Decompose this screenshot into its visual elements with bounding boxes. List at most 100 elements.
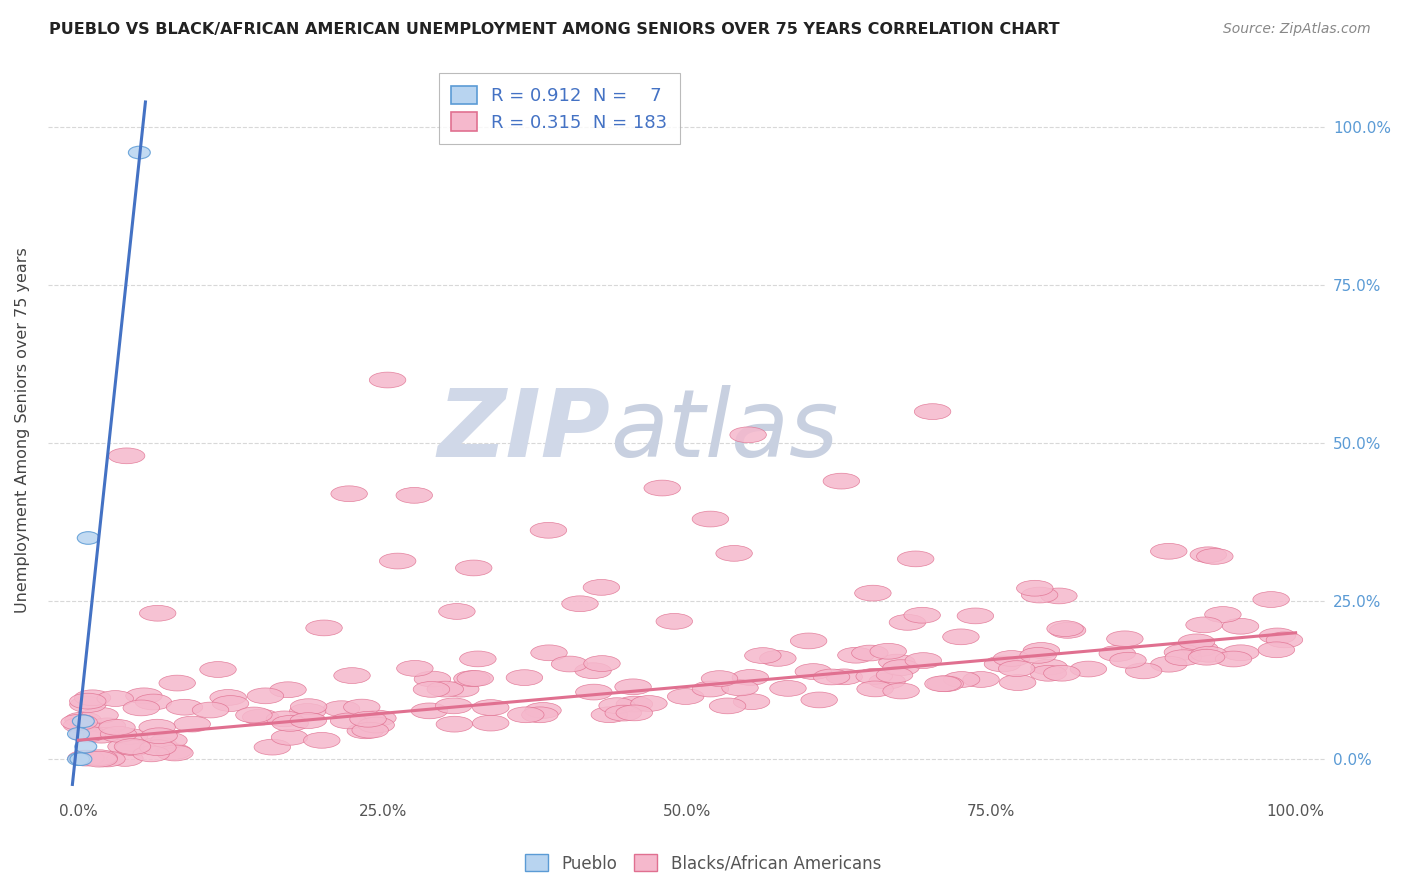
Ellipse shape — [998, 661, 1035, 676]
Ellipse shape — [360, 710, 396, 726]
Ellipse shape — [114, 739, 150, 755]
Ellipse shape — [733, 670, 769, 685]
Ellipse shape — [522, 707, 558, 723]
Ellipse shape — [159, 675, 195, 691]
Ellipse shape — [769, 681, 806, 697]
Ellipse shape — [583, 580, 620, 595]
Ellipse shape — [943, 672, 980, 688]
Ellipse shape — [1109, 652, 1146, 668]
Ellipse shape — [291, 698, 326, 714]
Ellipse shape — [856, 681, 893, 697]
Ellipse shape — [709, 698, 745, 714]
Ellipse shape — [443, 681, 479, 697]
Ellipse shape — [128, 146, 150, 159]
Ellipse shape — [942, 629, 979, 645]
Ellipse shape — [790, 633, 827, 648]
Ellipse shape — [855, 585, 891, 601]
Legend: Pueblo, Blacks/African Americans: Pueblo, Blacks/African Americans — [519, 847, 887, 880]
Ellipse shape — [1191, 647, 1227, 662]
Ellipse shape — [801, 692, 838, 708]
Ellipse shape — [1019, 648, 1056, 664]
Ellipse shape — [460, 651, 496, 667]
Ellipse shape — [692, 511, 728, 527]
Ellipse shape — [69, 693, 105, 709]
Ellipse shape — [436, 716, 472, 732]
Ellipse shape — [1222, 645, 1258, 661]
Ellipse shape — [1189, 547, 1226, 563]
Ellipse shape — [1260, 628, 1296, 644]
Ellipse shape — [150, 732, 187, 748]
Ellipse shape — [1099, 646, 1136, 661]
Ellipse shape — [72, 714, 94, 728]
Ellipse shape — [350, 711, 387, 727]
Ellipse shape — [290, 704, 326, 719]
Ellipse shape — [1125, 663, 1161, 679]
Ellipse shape — [271, 715, 308, 731]
Ellipse shape — [614, 679, 651, 695]
Ellipse shape — [957, 608, 994, 624]
Ellipse shape — [359, 717, 395, 733]
Ellipse shape — [721, 680, 758, 696]
Ellipse shape — [83, 727, 120, 743]
Ellipse shape — [1040, 588, 1077, 604]
Ellipse shape — [330, 486, 367, 501]
Ellipse shape — [508, 706, 544, 723]
Ellipse shape — [759, 650, 796, 666]
Ellipse shape — [1031, 659, 1067, 675]
Ellipse shape — [869, 673, 905, 689]
Ellipse shape — [141, 737, 177, 753]
Ellipse shape — [411, 703, 447, 719]
Legend: R = 0.912  N =    7, R = 0.315  N = 183: R = 0.912 N = 7, R = 0.315 N = 183 — [439, 73, 681, 145]
Text: atlas: atlas — [610, 385, 838, 476]
Ellipse shape — [927, 676, 963, 691]
Ellipse shape — [69, 726, 105, 742]
Text: Source: ZipAtlas.com: Source: ZipAtlas.com — [1223, 22, 1371, 37]
Ellipse shape — [1164, 644, 1201, 660]
Ellipse shape — [524, 703, 561, 718]
Ellipse shape — [75, 740, 97, 753]
Ellipse shape — [155, 744, 191, 759]
Ellipse shape — [506, 670, 543, 686]
Ellipse shape — [271, 730, 308, 745]
Ellipse shape — [457, 671, 494, 686]
Ellipse shape — [77, 532, 100, 544]
Ellipse shape — [304, 732, 340, 748]
Ellipse shape — [174, 716, 211, 732]
Ellipse shape — [70, 697, 107, 713]
Ellipse shape — [80, 750, 117, 765]
Ellipse shape — [370, 372, 406, 388]
Ellipse shape — [1222, 618, 1258, 634]
Ellipse shape — [1253, 591, 1289, 607]
Ellipse shape — [193, 702, 229, 718]
Ellipse shape — [657, 614, 693, 629]
Ellipse shape — [551, 657, 588, 672]
Ellipse shape — [100, 726, 136, 742]
Ellipse shape — [1031, 665, 1067, 681]
Ellipse shape — [98, 720, 135, 735]
Ellipse shape — [889, 615, 925, 631]
Ellipse shape — [266, 711, 302, 727]
Ellipse shape — [75, 690, 111, 706]
Ellipse shape — [472, 715, 509, 731]
Ellipse shape — [439, 604, 475, 619]
Ellipse shape — [562, 596, 598, 612]
Ellipse shape — [305, 620, 342, 636]
Ellipse shape — [454, 671, 491, 687]
Ellipse shape — [838, 648, 875, 663]
Ellipse shape — [1107, 631, 1143, 647]
Ellipse shape — [852, 645, 889, 661]
Ellipse shape — [67, 750, 104, 766]
Ellipse shape — [380, 553, 416, 569]
Ellipse shape — [1258, 642, 1295, 657]
Ellipse shape — [347, 723, 384, 739]
Ellipse shape — [111, 729, 148, 744]
Ellipse shape — [644, 480, 681, 496]
Ellipse shape — [879, 654, 915, 670]
Ellipse shape — [1070, 661, 1107, 677]
Ellipse shape — [702, 671, 738, 687]
Ellipse shape — [97, 690, 134, 706]
Ellipse shape — [436, 698, 472, 714]
Ellipse shape — [1024, 642, 1060, 658]
Ellipse shape — [1047, 621, 1084, 637]
Ellipse shape — [1185, 617, 1222, 632]
